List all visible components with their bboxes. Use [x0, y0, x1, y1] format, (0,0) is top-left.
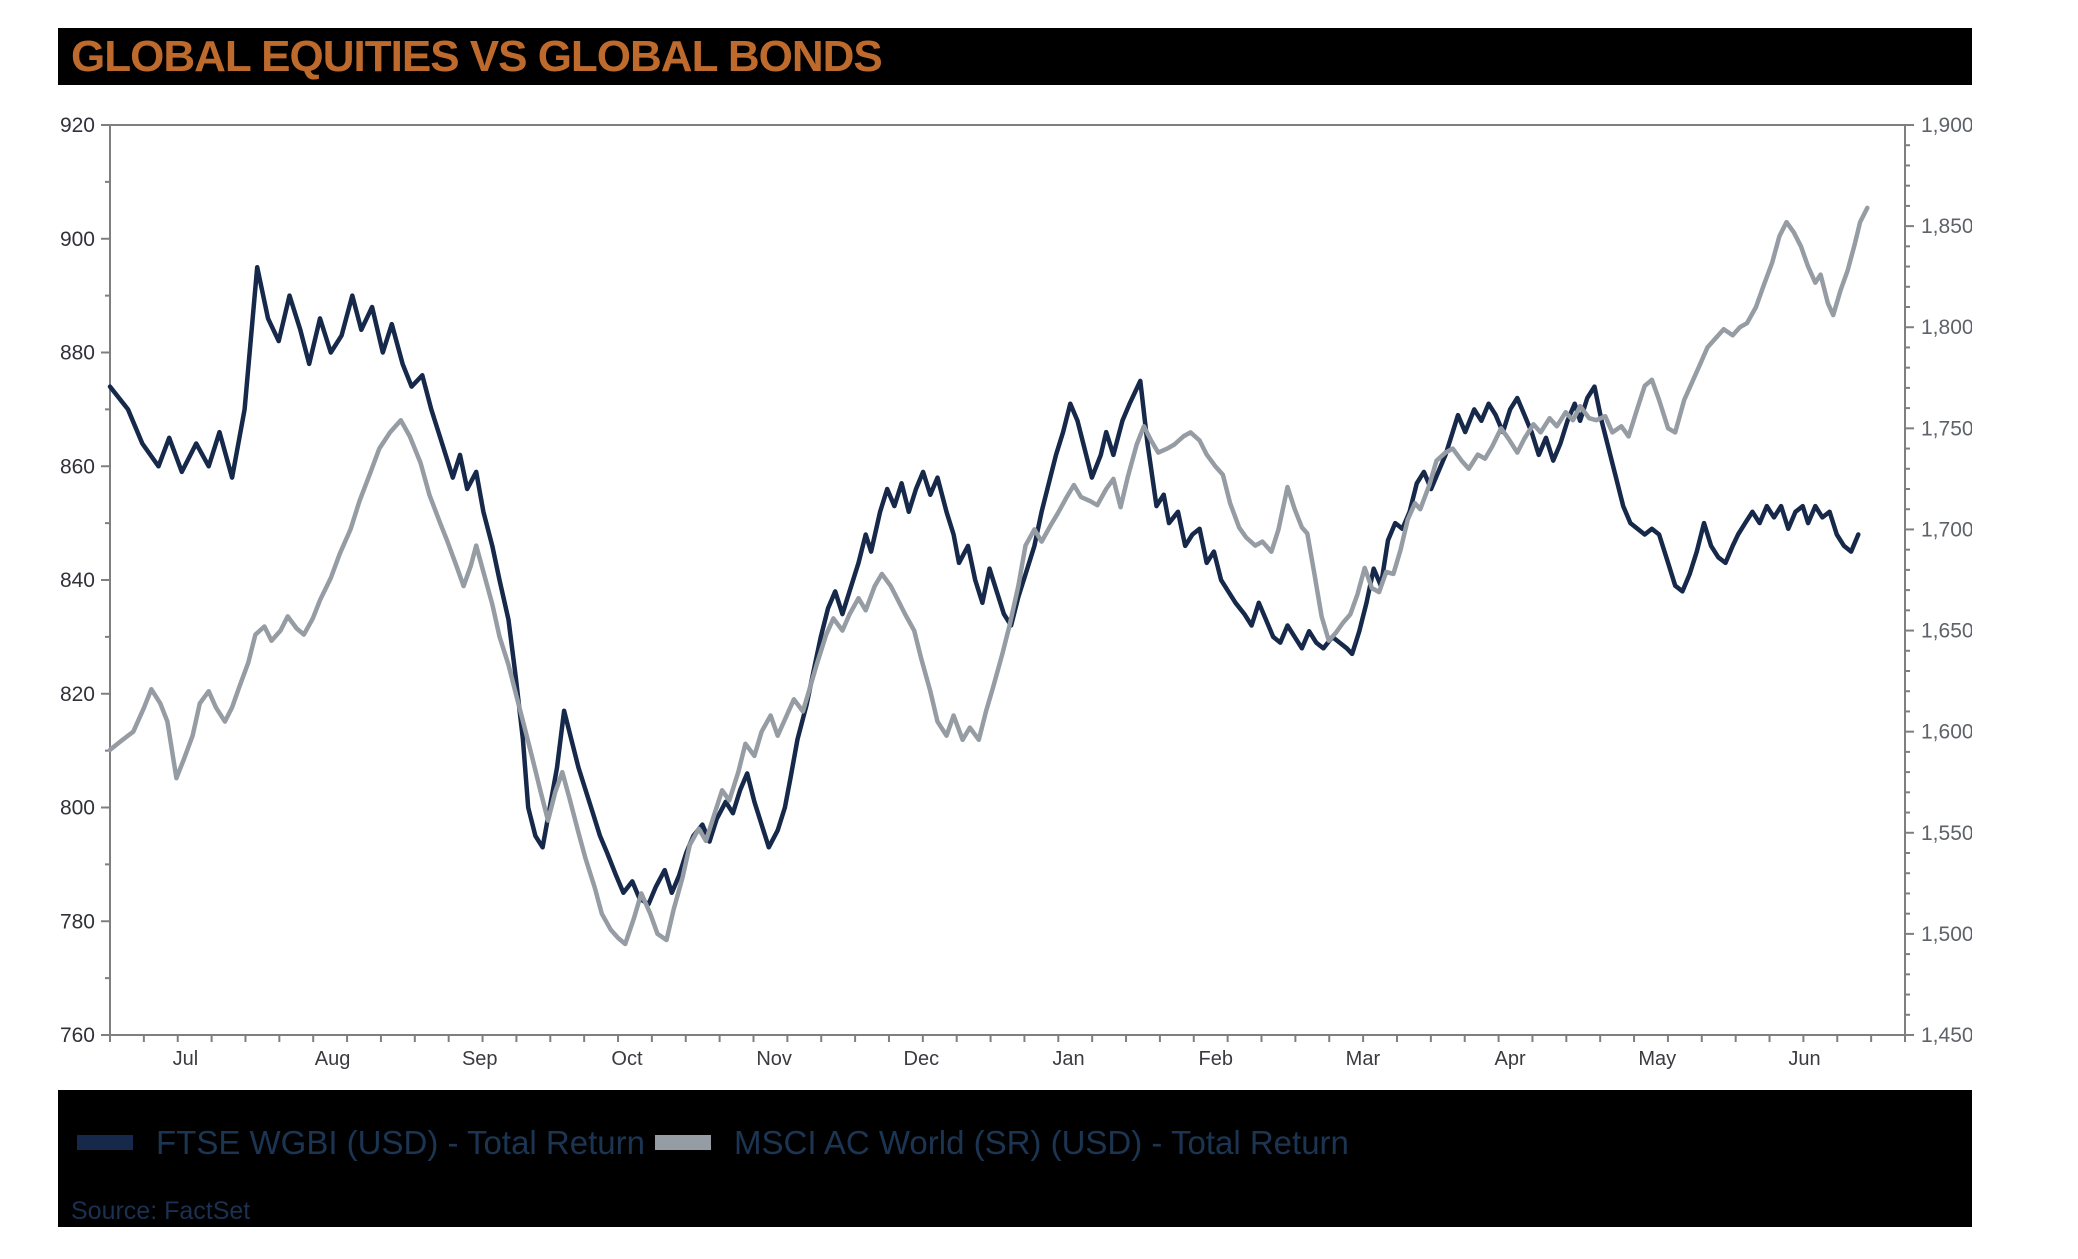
right-axis-label: 1,750 — [1921, 417, 1972, 440]
left-axis-label: 800 — [60, 797, 95, 820]
right-axis-label: 1,600 — [1921, 721, 1972, 744]
x-axis-month-label: Mar — [1346, 1048, 1381, 1070]
right-axis-label: 1,850 — [1921, 215, 1972, 238]
x-axis-month-label: Aug — [315, 1048, 351, 1070]
chart-legend-bar: FTSE WGBI (USD) - Total Return MSCI AC W… — [58, 1090, 1972, 1227]
x-axis-month-label: Apr — [1495, 1048, 1526, 1070]
left-axis-label: 860 — [60, 455, 95, 478]
series-line-ftse-wgbi — [107, 264, 1861, 907]
right-axis-label: 1,700 — [1921, 518, 1972, 541]
source-attribution: Source: FactSet — [71, 1197, 251, 1225]
right-axis-label: 1,550 — [1921, 822, 1972, 845]
x-axis-month-label: Feb — [1198, 1048, 1232, 1070]
x-axis-month-label: Jun — [1788, 1048, 1820, 1070]
legend-label-ftse-wgbi: FTSE WGBI (USD) - Total Return — [156, 1124, 645, 1161]
x-axis-month-label: Nov — [756, 1048, 792, 1070]
left-axis-label: 840 — [60, 569, 95, 592]
chart-plot-panel: 760 780 800 820 840 860 880 900 920 1,450 1,500 1,5… — [58, 85, 1972, 1090]
right-axis-label: 1,650 — [1921, 620, 1972, 643]
x-axis-month-label: May — [1638, 1048, 1676, 1070]
chart-title-bar: GLOBAL EQUITIES VS GLOBAL BONDS — [58, 28, 1972, 85]
right-axis-label: 1,450 — [1921, 1024, 1972, 1047]
left-axis-label: 760 — [60, 1024, 95, 1047]
x-axis-month-label: Dec — [904, 1048, 940, 1070]
legend-item-ftse-wgbi: FTSE WGBI (USD) - Total Return — [77, 1126, 645, 1159]
x-axis-month-label: Jan — [1052, 1048, 1084, 1070]
left-axis-label: 780 — [60, 910, 95, 933]
x-axis-month-label: Oct — [611, 1048, 643, 1070]
x-axis-month-label: Jul — [173, 1048, 199, 1070]
chart-title: GLOBAL EQUITIES VS GLOBAL BONDS — [71, 31, 883, 81]
left-axis-label: 880 — [60, 342, 95, 365]
right-axis-label: 1,900 — [1921, 114, 1972, 137]
left-axis-label: 820 — [60, 683, 95, 706]
chart-svg: 760 780 800 820 840 860 880 900 920 1,450 1,500 1,5… — [60, 114, 1972, 1070]
legend-label-msci-ac-world: MSCI AC World (SR) (USD) - Total Return — [734, 1124, 1349, 1161]
x-axis-month-label: Sep — [462, 1048, 498, 1070]
legend-swatch-navy — [77, 1135, 133, 1150]
series-line-msci-ac-world — [107, 205, 1870, 947]
left-axis-label: 920 — [60, 114, 95, 137]
legend-swatch-gray — [655, 1135, 711, 1150]
left-axis-label: 900 — [60, 228, 95, 251]
right-axis-label: 1,800 — [1921, 316, 1972, 339]
right-axis-label: 1,500 — [1921, 923, 1972, 946]
legend-item-msci-ac-world: MSCI AC World (SR) (USD) - Total Return — [655, 1126, 1349, 1159]
plot-frame — [109, 124, 1906, 1036]
